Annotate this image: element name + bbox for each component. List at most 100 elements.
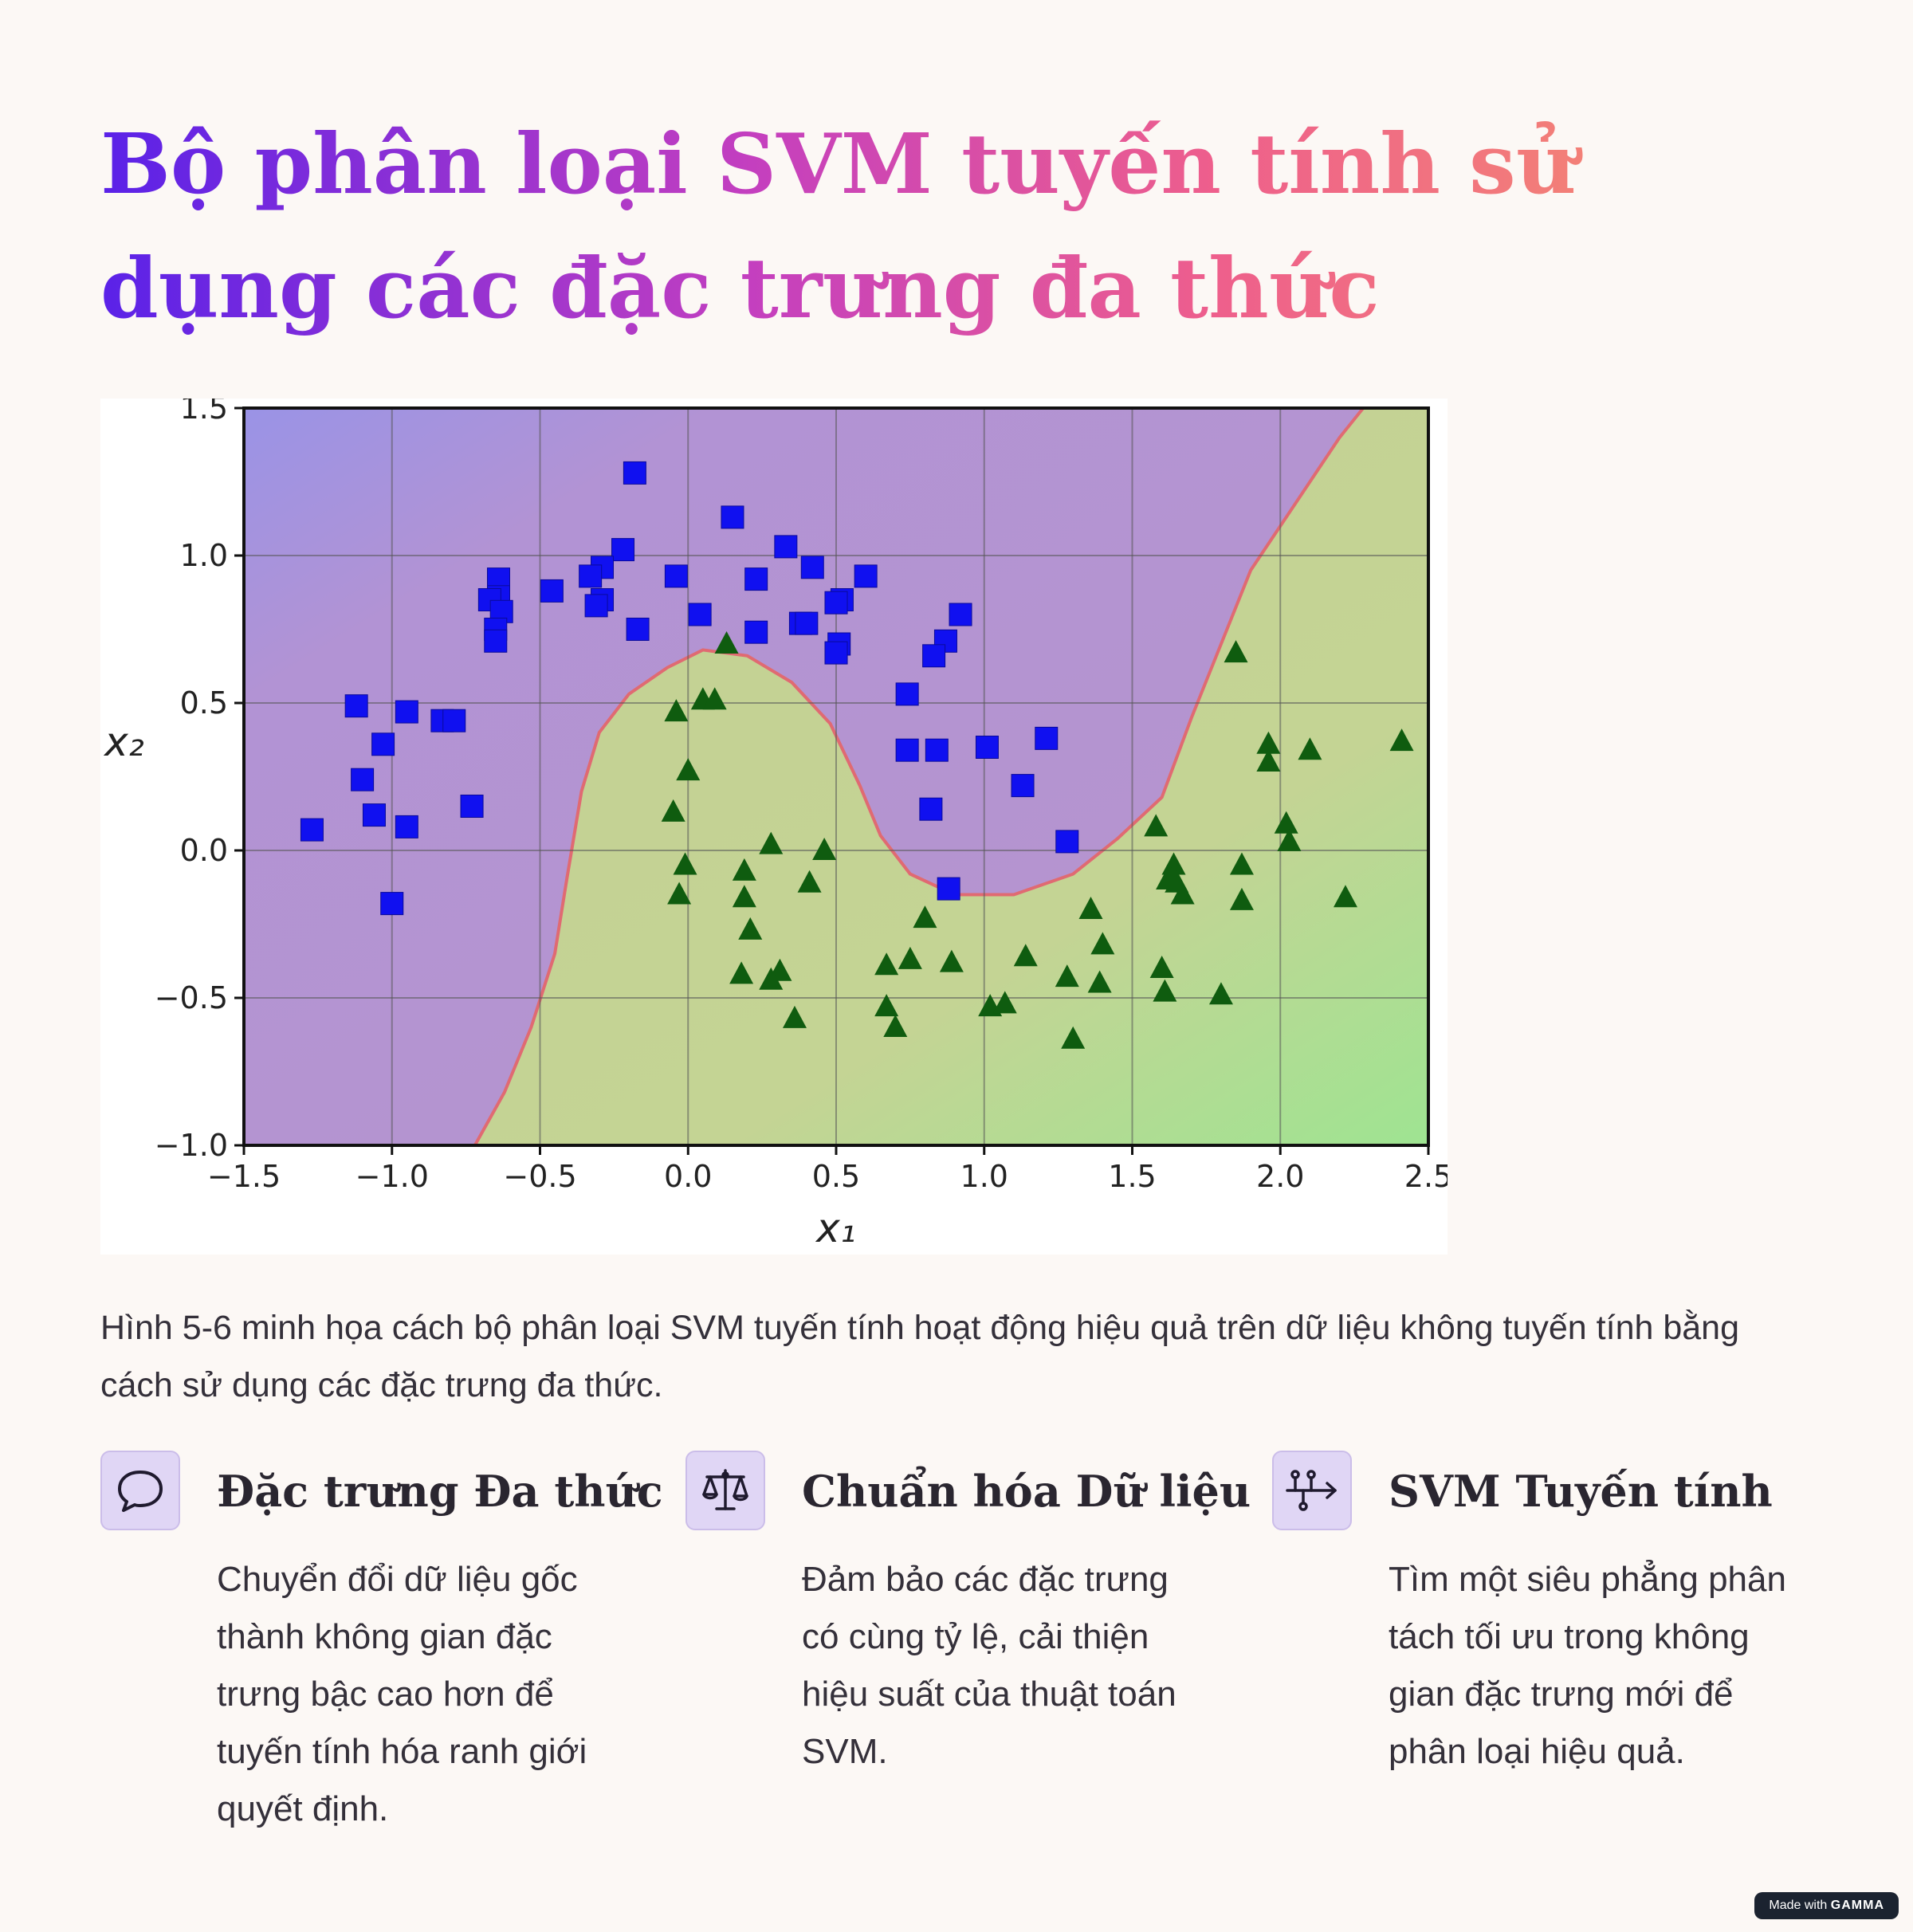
- class-1-triangle-marker: [676, 758, 701, 781]
- class-0-square-marker: [623, 461, 646, 485]
- y-tick-label: −1.0: [155, 1128, 228, 1163]
- class-0-square-marker: [744, 620, 768, 644]
- class-1-triangle-marker: [898, 946, 922, 969]
- class-1-triangle-marker: [1090, 932, 1115, 955]
- class-0-square-marker: [460, 795, 484, 818]
- axis-ticks: −1.5 −1.0 −0.5 0.0 0.5 1.0 1.5 2.0 2.5−1.0−0.50.…: [155, 399, 1448, 1194]
- feature-icon-box: [1272, 1451, 1352, 1530]
- chart-svg: −1.5 −1.0 −0.5 0.0 0.5 1.0 1.5 2.0 2.5−1.0−0.50.…: [103, 399, 1448, 1251]
- class-1-triangle-marker: [913, 905, 937, 929]
- class-1-triangle-marker: [729, 961, 754, 984]
- class-1-region: [474, 408, 1428, 1145]
- class-1-triangle-marker: [738, 917, 763, 940]
- x-tick-label: 2.5: [1404, 1159, 1448, 1194]
- class-1-triangle-marker: [673, 852, 697, 875]
- x-tick-label: −1.5: [207, 1159, 281, 1194]
- class-1-triangle-marker: [1224, 640, 1248, 663]
- class-0-square-marker: [919, 797, 943, 821]
- class-1-triangle-marker: [732, 858, 756, 881]
- class-0-square-marker: [721, 505, 744, 529]
- class-1-triangle-marker: [1277, 828, 1302, 851]
- class-0-square-marker: [774, 535, 798, 559]
- x-tick-label: 0.0: [664, 1159, 712, 1194]
- class-1-triangle-marker: [1013, 944, 1038, 967]
- made-with-gamma-badge[interactable]: Made with GAMMA: [1754, 1892, 1899, 1919]
- class-0-square-marker: [895, 682, 919, 706]
- class-0-square-marker: [895, 738, 919, 762]
- gamma-logo-text: GAMMA: [1830, 1899, 1884, 1912]
- class-0-square-marker: [744, 567, 768, 591]
- class-1-triangle-marker: [1256, 749, 1281, 772]
- class-1-triangle-marker: [1229, 887, 1254, 910]
- class-1-triangle-marker: [1389, 728, 1414, 752]
- class-1-triangle-marker: [1153, 979, 1177, 1002]
- class-0-square-marker: [395, 700, 418, 724]
- feature-icon-box: [100, 1451, 180, 1530]
- x-tick-label: 1.5: [1108, 1159, 1156, 1194]
- class-0-square-marker: [611, 538, 635, 562]
- class-1-triangle-marker: [661, 799, 685, 822]
- figure-caption: Hình 5-6 minh họa cách bộ phân loại SVM …: [100, 1309, 1740, 1404]
- class-0-square-marker: [664, 564, 688, 588]
- class-0-square-marker: [484, 629, 508, 653]
- class-0-square-marker: [688, 603, 712, 626]
- split-arrow-icon: [1286, 1470, 1337, 1511]
- class-0-square-marker: [540, 579, 564, 603]
- class-1-triangle-marker: [664, 699, 689, 722]
- class-1-triangle-marker: [759, 831, 784, 854]
- class-1-triangle-marker: [1078, 897, 1103, 919]
- class-0-square-marker: [800, 556, 824, 579]
- chat-bubble-icon: [118, 1471, 163, 1512]
- class-0-square-marker: [442, 709, 466, 732]
- badge-prefix: Made with: [1769, 1899, 1828, 1912]
- class-1-triangle-marker: [1087, 970, 1112, 993]
- class-1-triangle-marker: [1158, 867, 1183, 889]
- class-1-triangle-marker: [1144, 814, 1169, 837]
- x-tick-label: 1.0: [960, 1159, 1008, 1194]
- y-tick-label: 1.0: [180, 538, 228, 573]
- class-1-triangle-marker: [1333, 885, 1357, 908]
- feature-title: Chuẩn hóa Dữ liệu: [802, 1466, 1251, 1517]
- feature-description: Đảm bảo các đặc trưng có cùng tỷ lệ, cải…: [802, 1560, 1176, 1771]
- class-0-square-marker: [949, 603, 972, 626]
- class-0-square-marker: [395, 815, 418, 838]
- class-0-square-marker: [824, 641, 848, 665]
- class-1-triangle-marker: [939, 949, 964, 972]
- class-1-triangle-marker: [874, 994, 899, 1017]
- class-0-square-marker: [1035, 726, 1059, 750]
- class-1-triangle-marker: [883, 1015, 908, 1037]
- class-0-square-marker: [362, 803, 386, 827]
- data-markers: [300, 461, 1414, 1049]
- feature-description: Chuyển đổi dữ liệu gốc thành không gian …: [217, 1560, 587, 1828]
- y-tick-label: 0.5: [180, 685, 228, 721]
- class-1-triangle-marker: [759, 967, 784, 990]
- y-tick-label: −0.5: [155, 980, 228, 1015]
- class-1-triangle-marker: [714, 631, 739, 654]
- class-0-square-marker: [626, 618, 650, 641]
- class-0-square-marker: [937, 877, 960, 901]
- class-0-square-marker: [351, 768, 375, 791]
- class-0-square-marker: [371, 732, 395, 756]
- class-1-triangle-marker: [1061, 1026, 1086, 1049]
- class-0-square-marker: [925, 738, 949, 762]
- class-0-square-marker: [579, 564, 603, 588]
- class-1-triangle-marker: [812, 838, 837, 860]
- class-1-triangle-marker: [1229, 852, 1254, 875]
- class-1-triangle-marker: [1208, 982, 1233, 1005]
- y-tick-label: 0.0: [180, 833, 228, 868]
- class-0-square-marker: [1055, 830, 1079, 854]
- class-1-triangle-marker: [732, 885, 756, 908]
- class-1-triangle-marker: [782, 1005, 807, 1028]
- feature-description: Tìm một siêu phẳng phân tách tối ưu tron…: [1389, 1560, 1786, 1771]
- feature-title: SVM Tuyến tính: [1389, 1466, 1773, 1517]
- class-1-triangle-marker: [1055, 964, 1079, 988]
- class-0-square-marker: [922, 644, 946, 668]
- decision-boundary: [473, 408, 1365, 1145]
- class-1-triangle-marker: [874, 952, 899, 976]
- class-1-triangle-marker: [1298, 737, 1322, 760]
- class-0-square-marker: [300, 818, 324, 842]
- class-1-triangle-marker: [1274, 811, 1298, 834]
- x-tick-label: −1.0: [355, 1159, 429, 1194]
- class-1-triangle-marker: [992, 991, 1017, 1014]
- class-1-triangle-marker: [1170, 882, 1195, 905]
